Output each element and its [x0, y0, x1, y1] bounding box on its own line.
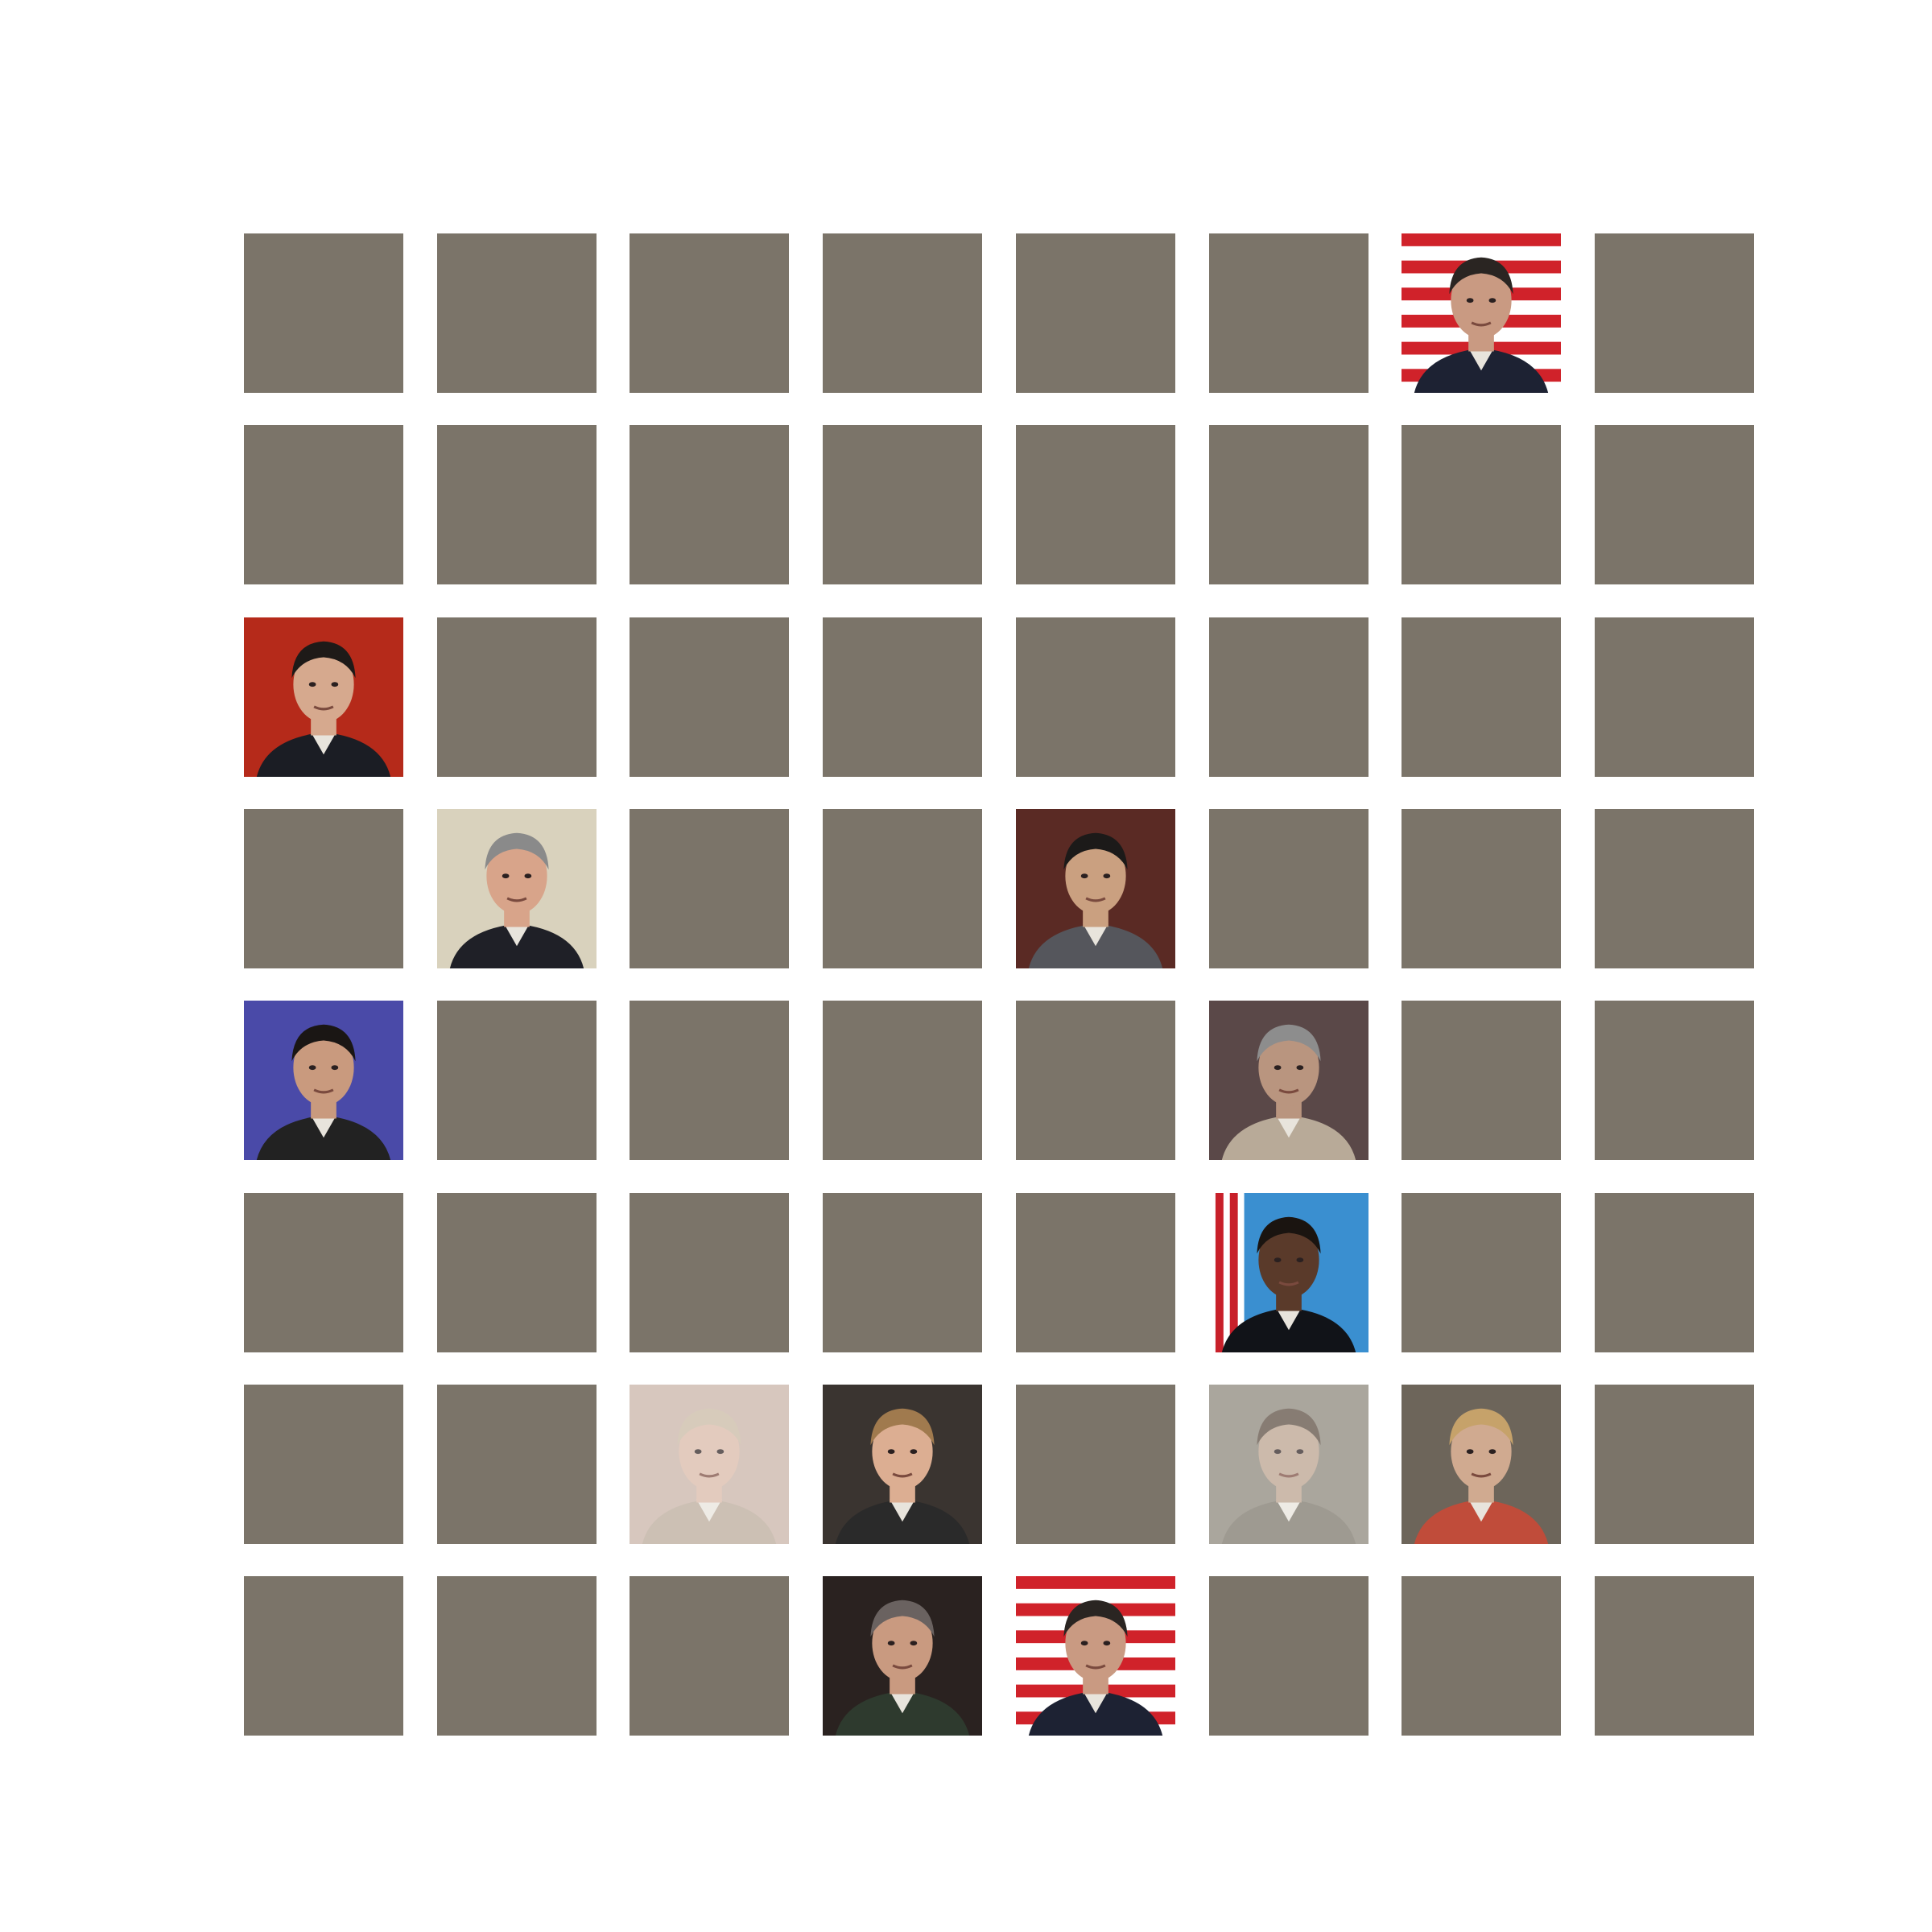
blank-tile: [437, 233, 597, 393]
blank-tile: [244, 1385, 403, 1544]
blank-tile: [1402, 1001, 1561, 1160]
blank-tile: [1595, 809, 1754, 968]
blank-tile: [1595, 425, 1754, 584]
blank-tile: [1595, 1385, 1754, 1544]
blank-tile: [1595, 1193, 1754, 1352]
blank-tile: [244, 425, 403, 584]
portrait-photo-man-flag-duplicate: [1016, 1576, 1175, 1736]
blank-tile: [437, 425, 597, 584]
portrait-illustration: [1016, 1576, 1175, 1736]
portrait-illustration: [244, 617, 403, 777]
portrait-illustration: [823, 1576, 982, 1736]
blank-tile: [1016, 1193, 1175, 1352]
blank-tile: [1209, 233, 1368, 393]
portrait-photo-man-red-background: [244, 617, 403, 777]
blank-tile: [1209, 1576, 1368, 1736]
portrait-illustration: [437, 809, 597, 968]
blank-tile: [1209, 425, 1368, 584]
image-grid: [244, 233, 1754, 1736]
blank-tile: [630, 1001, 789, 1160]
portrait-illustration: [630, 1385, 789, 1544]
blank-tile: [1595, 617, 1754, 777]
blank-tile: [823, 425, 982, 584]
blank-tile: [1402, 617, 1561, 777]
blank-tile: [244, 233, 403, 393]
blank-tile: [630, 233, 789, 393]
blank-tile: [823, 233, 982, 393]
blank-tile: [823, 1001, 982, 1160]
portrait-illustration: [1402, 1385, 1561, 1544]
portrait-illustration: [244, 1001, 403, 1160]
portrait-photo-young-man: [823, 1385, 982, 1544]
blank-tile: [1016, 617, 1175, 777]
portrait-photo-faded-woman: [1209, 1385, 1368, 1544]
portrait-illustration: [1016, 809, 1175, 968]
blank-tile: [1016, 425, 1175, 584]
portrait-photo-man-uniform: [823, 1576, 982, 1736]
blank-tile: [1016, 1385, 1175, 1544]
portrait-illustration: [823, 1385, 982, 1544]
blank-tile: [437, 1576, 597, 1736]
blank-tile: [1402, 425, 1561, 584]
blank-tile: [244, 1193, 403, 1352]
portrait-photo-man-flag: [1402, 233, 1561, 393]
blank-tile: [630, 1193, 789, 1352]
blank-tile: [823, 1193, 982, 1352]
blank-tile: [244, 1576, 403, 1736]
blank-tile: [1595, 1576, 1754, 1736]
blank-tile: [1595, 1001, 1754, 1160]
blank-tile: [244, 809, 403, 968]
blank-tile: [823, 809, 982, 968]
portrait-photo-older-man-gray-hair: [437, 809, 597, 968]
portrait-illustration: [1209, 1001, 1368, 1160]
portrait-photo-faded-blonde: [630, 1385, 789, 1544]
blank-tile: [1595, 233, 1754, 393]
portrait-photo-man-flags: [1209, 1193, 1368, 1352]
portrait-illustration: [1209, 1385, 1368, 1544]
portrait-photo-man-glasses: [1016, 809, 1175, 968]
blank-tile: [1209, 617, 1368, 777]
blank-tile: [630, 425, 789, 584]
blank-tile: [823, 617, 982, 777]
blank-tile: [1209, 809, 1368, 968]
blank-tile: [630, 809, 789, 968]
blank-tile: [1402, 1576, 1561, 1736]
portrait-photo-woman-blonde: [1402, 1385, 1561, 1544]
portrait-photo-man-blue-background: [244, 1001, 403, 1160]
blank-tile: [630, 1576, 789, 1736]
blank-tile: [1402, 809, 1561, 968]
blank-tile: [1402, 1193, 1561, 1352]
blank-tile: [437, 1385, 597, 1544]
blank-tile: [437, 617, 597, 777]
portrait-illustration: [1209, 1193, 1368, 1352]
blank-tile: [1016, 233, 1175, 393]
portrait-illustration: [1402, 233, 1561, 393]
blank-tile: [1016, 1001, 1175, 1160]
blank-tile: [437, 1193, 597, 1352]
blank-tile: [630, 617, 789, 777]
portrait-photo-man-glasses-mustache: [1209, 1001, 1368, 1160]
blank-tile: [437, 1001, 597, 1160]
